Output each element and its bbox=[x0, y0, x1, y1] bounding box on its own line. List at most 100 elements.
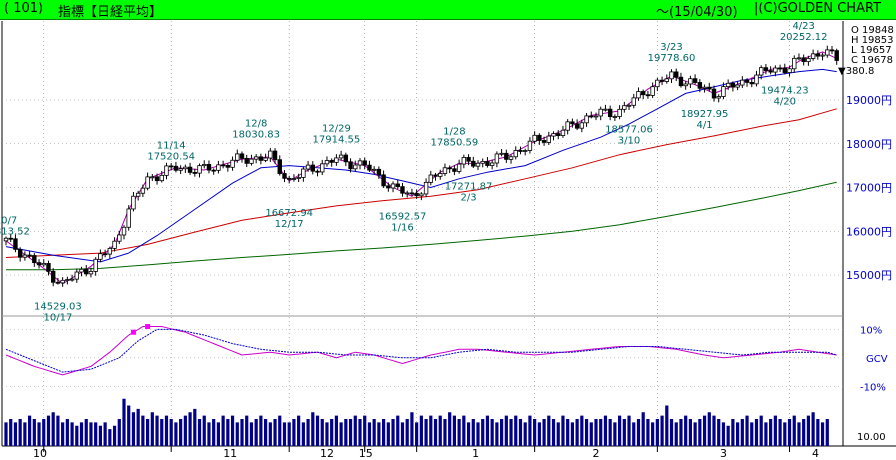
volume-bar bbox=[471, 419, 475, 446]
candle-body bbox=[310, 164, 315, 172]
candle bbox=[13, 234, 18, 253]
volume-bar bbox=[353, 415, 357, 446]
candle bbox=[815, 50, 821, 60]
candle bbox=[225, 163, 231, 172]
candle-body bbox=[456, 163, 462, 172]
volume-bar bbox=[570, 422, 574, 446]
candle bbox=[461, 154, 467, 169]
volume-bar bbox=[618, 415, 622, 446]
volume-bar bbox=[613, 422, 617, 446]
candle-body bbox=[150, 176, 155, 179]
candle bbox=[329, 158, 334, 167]
candle bbox=[272, 148, 278, 164]
volume-bar bbox=[485, 415, 490, 446]
candle bbox=[320, 159, 325, 176]
candle-body bbox=[626, 104, 632, 107]
candle bbox=[409, 188, 415, 197]
candle bbox=[117, 230, 122, 245]
candle bbox=[796, 53, 802, 61]
candle-body bbox=[740, 79, 745, 86]
candle bbox=[404, 190, 410, 198]
ohlc-high: H 19853 bbox=[851, 35, 894, 46]
candle-body bbox=[721, 86, 726, 97]
volume-bar bbox=[731, 419, 735, 446]
volume-bar bbox=[179, 419, 183, 446]
annotation-value: 15813.52 bbox=[0, 226, 30, 237]
candle-body bbox=[508, 156, 514, 160]
candle-body bbox=[27, 254, 32, 257]
volume-bar bbox=[37, 422, 41, 446]
volume-bar bbox=[174, 422, 178, 446]
candle bbox=[84, 265, 89, 277]
volume-bar bbox=[56, 415, 60, 446]
candle bbox=[348, 158, 353, 173]
osc-tick-label: -10% bbox=[860, 382, 886, 393]
candle-body bbox=[669, 71, 674, 80]
volume-bar bbox=[103, 422, 107, 446]
candle-body bbox=[98, 253, 103, 260]
candle-body bbox=[362, 160, 367, 166]
candle bbox=[452, 165, 457, 176]
candle-body bbox=[603, 108, 608, 111]
candle bbox=[386, 182, 391, 192]
ma-long-line bbox=[5, 108, 837, 258]
candle bbox=[3, 236, 9, 246]
candle-body bbox=[834, 50, 839, 61]
candle bbox=[258, 153, 264, 165]
volume-bar bbox=[75, 425, 79, 446]
candle-body bbox=[707, 86, 712, 90]
candle bbox=[565, 119, 570, 135]
candle bbox=[645, 90, 651, 99]
volume-bar bbox=[367, 422, 372, 446]
volume-bar bbox=[311, 412, 315, 446]
candle-body bbox=[537, 134, 542, 141]
candle bbox=[777, 64, 783, 72]
candle-body bbox=[268, 150, 273, 159]
candle-body bbox=[55, 281, 61, 284]
osc-signal-line bbox=[5, 328, 837, 373]
candle-body bbox=[65, 279, 70, 281]
volume-bar bbox=[707, 412, 711, 446]
volume-bar bbox=[188, 412, 192, 446]
candle-body bbox=[381, 174, 386, 187]
candle-body bbox=[3, 237, 9, 242]
candle-body bbox=[565, 121, 570, 131]
candle-body bbox=[36, 262, 42, 266]
volume-bar bbox=[334, 415, 338, 446]
volume-bar bbox=[301, 422, 305, 446]
month-label: 10 bbox=[33, 447, 47, 460]
candle bbox=[754, 70, 759, 87]
volume-bar bbox=[702, 415, 707, 446]
volume-bar bbox=[476, 422, 480, 446]
candle bbox=[93, 257, 98, 276]
volume-bar bbox=[18, 419, 22, 446]
candle-body bbox=[551, 133, 556, 137]
candle-body bbox=[88, 271, 94, 275]
candle-body bbox=[471, 160, 476, 167]
volume-bar bbox=[419, 415, 423, 446]
candle bbox=[277, 155, 282, 176]
annotation-4-20: 19474.234/20 bbox=[761, 85, 809, 107]
candle bbox=[154, 173, 160, 185]
candle bbox=[41, 259, 46, 267]
candle-body bbox=[688, 78, 693, 85]
candle bbox=[187, 162, 193, 175]
candle bbox=[513, 146, 518, 160]
candle-body bbox=[272, 150, 278, 161]
candle-body bbox=[301, 168, 306, 178]
candle-body bbox=[744, 79, 750, 83]
candle-body bbox=[338, 154, 344, 159]
volume-bar bbox=[646, 419, 650, 446]
candle bbox=[688, 75, 693, 89]
candle-body bbox=[584, 115, 589, 124]
candle bbox=[353, 160, 358, 172]
volume-bar bbox=[89, 422, 93, 446]
candle-body bbox=[725, 82, 731, 88]
volume-bar bbox=[787, 419, 792, 446]
candle-body bbox=[541, 140, 547, 143]
candle bbox=[735, 81, 740, 91]
candle-body bbox=[216, 164, 221, 171]
annotation-value: 16592.57 bbox=[379, 211, 427, 222]
candle-body bbox=[820, 54, 825, 57]
candle bbox=[230, 156, 235, 171]
